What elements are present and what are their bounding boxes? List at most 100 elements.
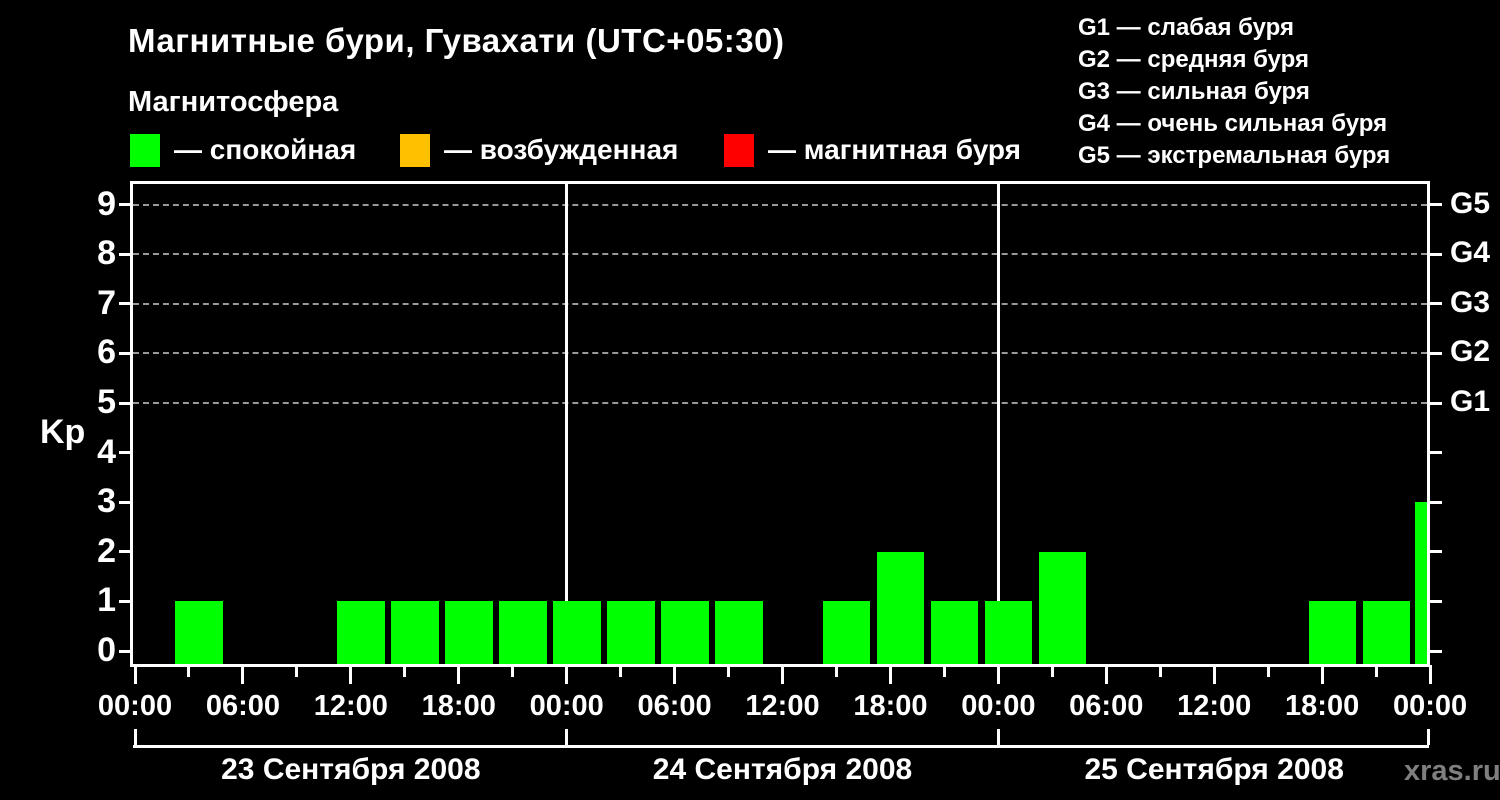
y-axis-tick	[1430, 649, 1442, 653]
chart-title: Магнитные бури, Гувахати (UTC+05:30)	[128, 22, 785, 59]
x-axis-major-tick	[781, 665, 785, 684]
xras-watermark-link[interactable]: xras.ru	[1404, 755, 1500, 787]
kp-bar	[876, 551, 925, 664]
legend-label: — спокойная	[174, 134, 357, 165]
kp-bar	[175, 601, 223, 664]
y-tick-label: 7	[97, 283, 116, 322]
day-bracket-tick	[565, 729, 569, 745]
x-tick-label: 12:00	[313, 690, 388, 722]
storm-scale-line: G2 — средняя буря	[1078, 46, 1309, 73]
legend-item: — магнитная буря	[724, 132, 1021, 168]
x-tick-label: 18:00	[1285, 690, 1360, 722]
g-scale-axis-label: G3	[1450, 285, 1491, 319]
x-axis-minor-tick	[295, 665, 299, 677]
x-tick-label: 00:00	[961, 690, 1036, 722]
x-axis-major-tick	[1212, 665, 1216, 684]
kp-bar	[715, 601, 763, 664]
x-axis-major-tick	[888, 665, 892, 684]
x-axis-major-tick	[673, 665, 677, 684]
x-tick-label: 18:00	[853, 690, 928, 722]
x-axis-minor-tick	[1050, 665, 1054, 677]
kp-bar	[1308, 601, 1357, 664]
storm-scale-line: G5 — экстремальная буря	[1078, 142, 1391, 169]
day-label: 25 Сентября 2008	[1084, 753, 1344, 786]
y-axis-tick	[119, 500, 131, 504]
y-axis-tick	[1430, 550, 1442, 554]
y-axis-tick	[119, 599, 131, 603]
g-scale-axis-label: G2	[1450, 335, 1491, 369]
storm-scale-line: G4 — очень сильная буря	[1078, 110, 1388, 137]
legend-item: — возбужденная	[400, 132, 678, 168]
x-tick-label: 00:00	[529, 690, 604, 722]
day-bracket-tick	[1426, 729, 1430, 745]
x-axis-minor-tick	[1158, 665, 1162, 677]
day-bracket-tick	[996, 729, 1000, 745]
legend-item: — спокойная	[130, 132, 356, 168]
x-tick-label: 06:00	[1069, 690, 1144, 722]
y-axis-tick	[1430, 599, 1442, 603]
y-axis-tick	[1430, 351, 1442, 355]
y-axis-tick	[119, 649, 131, 653]
legend-swatch-icon	[724, 133, 754, 167]
legend-label: — возбужденная	[444, 134, 679, 165]
x-axis-major-tick	[349, 665, 353, 684]
gridline	[133, 253, 1427, 256]
y-axis-tick	[119, 252, 131, 256]
x-axis-minor-tick	[1266, 665, 1270, 677]
day-bracket-line	[133, 745, 1429, 748]
x-axis-major-tick	[1104, 665, 1108, 684]
magnetosphere-legend-title: Магнитосфера	[128, 86, 339, 118]
y-axis-tick	[1430, 401, 1442, 405]
storm-scale-line: G1 — слабая буря	[1078, 14, 1295, 41]
kp-bar	[445, 601, 493, 664]
y-axis-tick	[119, 550, 131, 554]
y-tick-label: 0	[97, 631, 116, 669]
legend-swatch-icon	[400, 133, 430, 167]
y-tick-label: 6	[97, 333, 116, 372]
x-axis-minor-tick	[187, 665, 191, 677]
g-scale-axis-label: G4	[1450, 236, 1491, 270]
legend-swatch-icon	[130, 133, 160, 167]
gridline	[133, 352, 1427, 355]
y-axis-tick	[119, 302, 131, 306]
g-scale-axis-label: G1	[1450, 385, 1491, 418]
x-axis-minor-tick	[511, 665, 515, 677]
y-tick-label: 9	[97, 184, 116, 223]
kp-bar	[553, 601, 601, 664]
x-tick-label: 18:00	[421, 690, 496, 722]
day-label: 24 Сентября 2008	[652, 753, 913, 786]
y-axis-label: Kp	[40, 413, 86, 451]
x-axis-minor-tick	[1374, 665, 1378, 677]
y-axis-tick	[1430, 451, 1442, 455]
g-scale-axis-label: G5	[1450, 186, 1491, 220]
kp-bar	[984, 601, 1033, 664]
day-bracket-tick	[133, 729, 137, 745]
x-tick-label: 00:00	[97, 690, 173, 722]
day-divider-line	[996, 184, 1000, 664]
kp-bar	[1038, 551, 1087, 664]
y-axis-tick	[119, 451, 131, 455]
kp-bar	[661, 601, 709, 664]
y-axis-tick	[1430, 203, 1442, 207]
x-axis-major-tick	[996, 665, 1000, 684]
gridline	[133, 402, 1427, 404]
storm-scale-legend: G1 — слабая буря G2 — средняя буря G3 — си…	[1078, 12, 1390, 172]
y-tick-label: 2	[97, 531, 116, 570]
x-tick-label: 00:00	[1392, 690, 1468, 722]
gridline	[133, 302, 1427, 305]
magnetosphere-legend: — спокойная — возбужденная — магнитная бур…	[0, 132, 1060, 172]
x-axis-major-tick	[457, 665, 461, 684]
x-axis-major-tick	[241, 665, 245, 684]
storm-scale-line: G3 — сильная буря	[1078, 78, 1310, 105]
x-axis-minor-tick	[727, 665, 731, 677]
kp-bar	[337, 601, 385, 664]
day-divider-line	[565, 184, 569, 664]
x-axis-minor-tick	[403, 665, 407, 677]
y-axis-tick	[1430, 302, 1442, 306]
x-axis-minor-tick	[942, 665, 946, 677]
x-axis-major-tick	[133, 665, 137, 684]
x-axis-minor-tick	[834, 665, 838, 677]
x-tick-label: 06:00	[637, 690, 712, 722]
x-axis-major-tick	[1428, 665, 1432, 684]
